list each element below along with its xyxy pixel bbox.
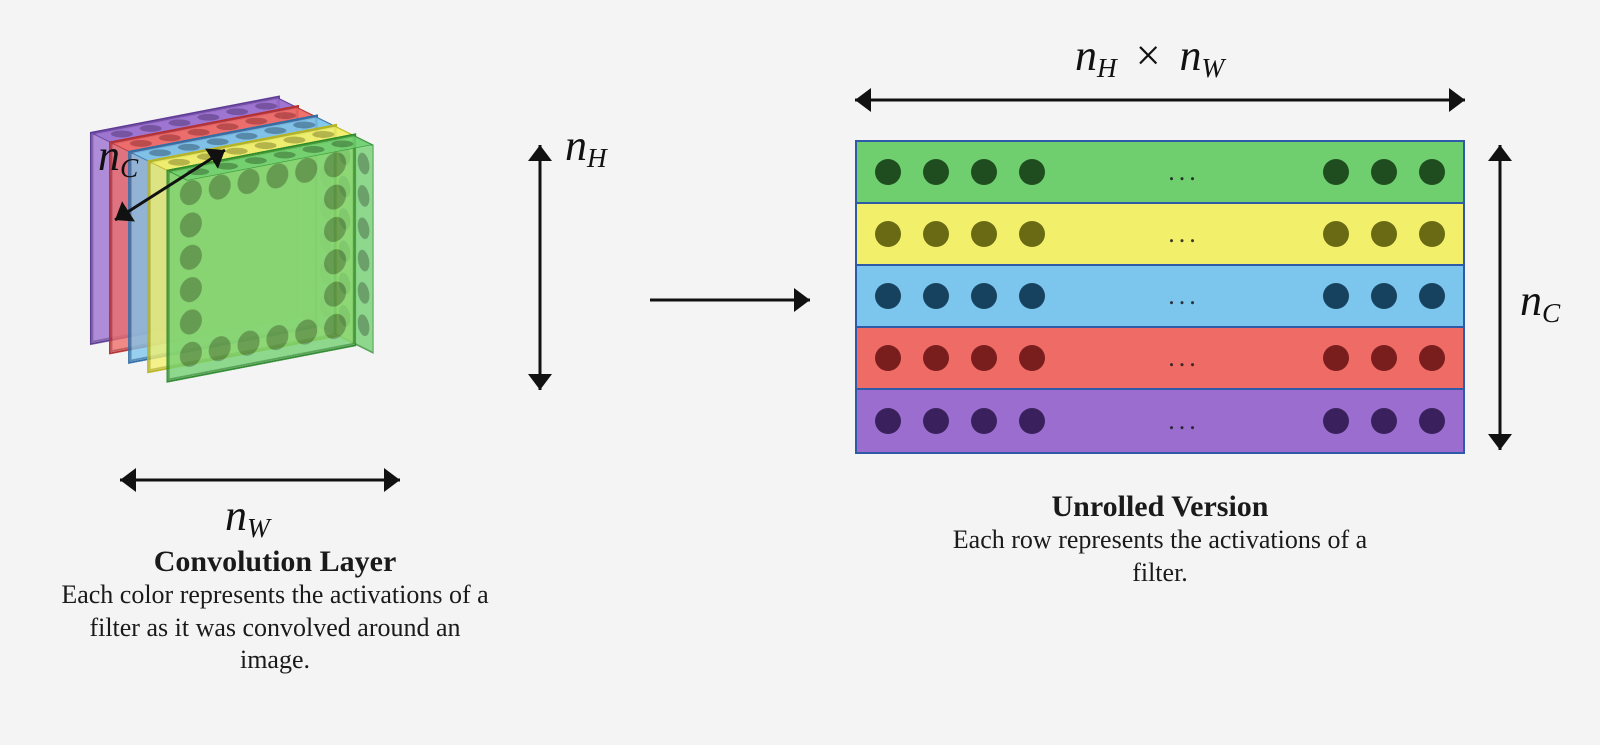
matrix-row-purple: ...	[857, 390, 1463, 452]
activation-dot	[1371, 345, 1397, 371]
diagram-stage: ............... nC nH nW nH × nW nC Conv…	[0, 0, 1600, 745]
matrix-row-green: ...	[857, 142, 1463, 204]
activation-dot	[875, 159, 901, 185]
activation-dot	[1323, 283, 1349, 309]
activation-dot	[1323, 159, 1349, 185]
label-nH-left: nH	[565, 120, 607, 174]
cube-slab-green	[166, 133, 356, 383]
label-nC-left: nC	[98, 130, 138, 184]
activation-dot	[923, 221, 949, 247]
activation-dot	[875, 283, 901, 309]
activation-dot	[1371, 283, 1397, 309]
activation-dot	[1019, 283, 1045, 309]
activation-dot	[1019, 345, 1045, 371]
ellipsis: ...	[1168, 406, 1200, 436]
activation-dot	[971, 345, 997, 371]
activation-dot	[923, 159, 949, 185]
unrolled-matrix: ...............	[855, 140, 1465, 454]
activation-dot	[1323, 221, 1349, 247]
activation-dot	[875, 345, 901, 371]
caption-right: Unrolled Version Each row represents the…	[945, 490, 1375, 589]
activation-dot	[1419, 408, 1445, 434]
activation-dot	[971, 221, 997, 247]
activation-dot	[875, 408, 901, 434]
ellipsis: ...	[1168, 219, 1200, 249]
activation-dot	[1371, 221, 1397, 247]
activation-dot	[971, 283, 997, 309]
activation-dot	[1323, 345, 1349, 371]
matrix-row-red: ...	[857, 328, 1463, 390]
activation-dot	[1019, 221, 1045, 247]
conv-cube	[85, 100, 495, 510]
ellipsis: ...	[1168, 281, 1200, 311]
activation-dot	[1019, 408, 1045, 434]
caption-left: Convolution Layer Each color represents …	[60, 545, 490, 677]
activation-dot	[923, 408, 949, 434]
label-nW-left: nW	[225, 490, 270, 544]
matrix-row-yellow: ...	[857, 204, 1463, 266]
activation-dot	[923, 283, 949, 309]
activation-dot	[1419, 345, 1445, 371]
activation-dot	[1019, 159, 1045, 185]
ellipsis: ...	[1168, 157, 1200, 187]
activation-dot	[1419, 283, 1445, 309]
activation-dot	[1323, 408, 1349, 434]
ellipsis: ...	[1168, 343, 1200, 373]
activation-dot	[971, 408, 997, 434]
activation-dot	[1371, 159, 1397, 185]
activation-dot	[875, 221, 901, 247]
activation-dot	[1371, 408, 1397, 434]
activation-dot	[1419, 221, 1445, 247]
label-nC-right: nC	[1520, 275, 1560, 329]
matrix-row-blue: ...	[857, 266, 1463, 328]
activation-dot	[1419, 159, 1445, 185]
activation-dot	[971, 159, 997, 185]
label-nHxnW-top: nH × nW	[1075, 30, 1224, 84]
activation-dot	[923, 345, 949, 371]
